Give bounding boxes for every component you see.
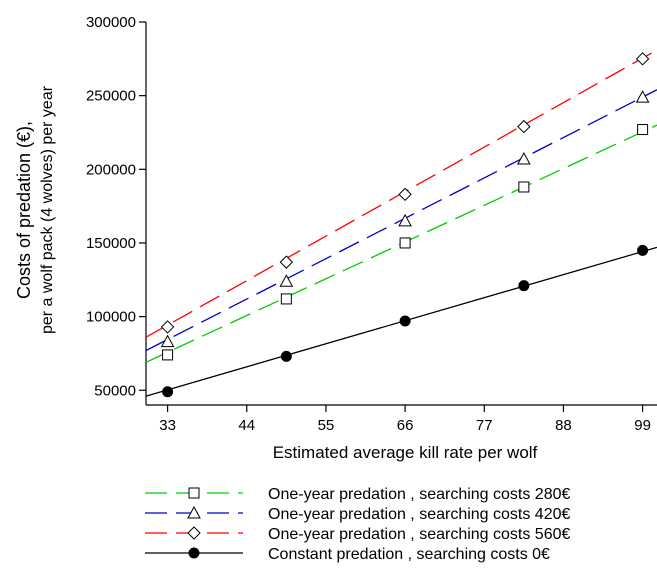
series-4-point: [280, 350, 292, 362]
legend-marker: [188, 487, 200, 499]
x-tick-label: 88: [555, 417, 572, 434]
y-tick-label: 50000: [94, 382, 136, 399]
plot-area: [145, 22, 657, 406]
legend: One-year predation , searching costs 280…: [145, 486, 571, 563]
y-tick-label: 300000: [86, 14, 136, 31]
x-axis: 33 44 55 66 77 88 99: [159, 405, 651, 434]
series-1-point: [280, 293, 292, 305]
series-layer: [146, 49, 657, 398]
series-1-point: [637, 124, 649, 136]
series-3-point: [398, 187, 412, 202]
series-4-point: [518, 280, 530, 292]
legend-marker: [188, 547, 200, 559]
series-3-point: [517, 119, 531, 134]
series-2-point: [398, 213, 412, 227]
x-tick-label: 33: [159, 417, 176, 434]
series-2-point: [160, 334, 175, 348]
y-tick-label: 250000: [86, 88, 136, 105]
y-tick-label: 200000: [86, 161, 136, 178]
series-1-point: [399, 237, 411, 249]
y-tick-label: 100000: [86, 309, 136, 326]
legend-marker: [187, 526, 201, 540]
series-2-point: [279, 274, 294, 287]
x-tick-label: 44: [238, 417, 255, 434]
legend-label: Constant predation , searching costs 0€: [268, 546, 550, 563]
series-1-point: [518, 181, 530, 193]
legend-label: One-year predation , searching costs 280…: [268, 486, 571, 503]
series-4: [146, 244, 657, 398]
x-tick-label: 66: [397, 417, 414, 434]
legend-marker: [187, 505, 201, 519]
series-2: [146, 89, 657, 352]
series-2-point: [517, 151, 531, 165]
series-1: [146, 124, 657, 363]
series-3-point: [160, 320, 175, 334]
series-4-point: [637, 244, 649, 256]
x-axis-label: Estimated average kill rate per wolf: [273, 443, 538, 462]
series-2-point: [635, 90, 650, 103]
x-tick-label: 99: [634, 417, 651, 434]
y-axis: 50000 100000 150000 200000 250000 300000: [86, 14, 146, 399]
series-3-point: [279, 255, 294, 269]
series-1-point: [162, 349, 174, 361]
series-3: [146, 49, 657, 338]
legend-label: One-year predation , searching costs 420…: [268, 506, 571, 523]
x-tick-label: 77: [476, 417, 493, 434]
series-3-point: [635, 52, 650, 66]
y-axis-label-line-2: per a wolf pack (4 wolves) per year: [39, 85, 56, 334]
y-axis-label: Costs of predation (€),: [14, 121, 34, 299]
x-tick-label: 55: [318, 417, 335, 434]
legend-label: One-year predation , searching costs 560…: [268, 526, 571, 543]
series-4-point: [162, 386, 174, 398]
series-2-line: [146, 89, 657, 352]
y-tick-label: 150000: [86, 235, 136, 252]
series-4-point: [399, 315, 411, 327]
